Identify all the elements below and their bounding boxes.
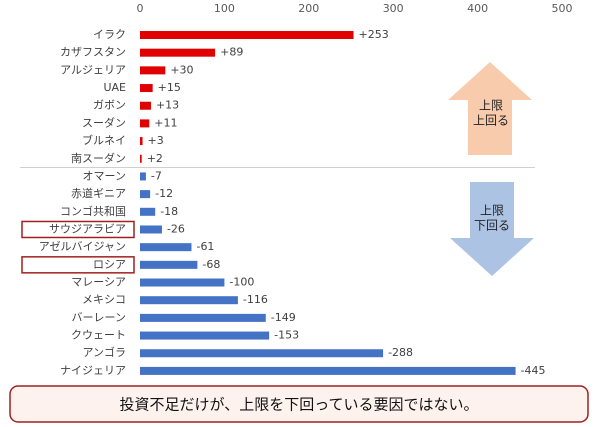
bar (140, 190, 151, 199)
up-arrow-label: 上回る (473, 114, 509, 128)
bar (140, 84, 153, 93)
x-tick-label: 0 (137, 2, 144, 15)
value-label: -7 (151, 169, 162, 182)
up-arrow-label: 上限 (479, 99, 503, 113)
y-tick-label: バーレーン (72, 311, 126, 324)
bar (140, 101, 151, 110)
y-tick-label: ナイジェリア (60, 364, 126, 377)
bar (140, 31, 354, 39)
value-label: -26 (167, 222, 185, 235)
callout-text: 投資不足だけが、上限を下回っている要因ではない。 (120, 396, 479, 414)
bar (140, 66, 166, 75)
value-label: +13 (156, 99, 179, 112)
value-label: -153 (274, 329, 299, 342)
y-tick-label: ガボン (93, 99, 126, 112)
y-tick-label: スーダン (82, 115, 126, 129)
bar (140, 313, 266, 322)
bar (140, 172, 146, 181)
highlight-box (21, 220, 135, 239)
bar (140, 137, 143, 146)
down-arrow-label: 下回る (474, 219, 510, 233)
value-label: +2 (147, 152, 163, 165)
value-label: +89 (220, 46, 243, 59)
down-arrow-label: 上限 (480, 204, 504, 218)
value-label: +15 (158, 81, 181, 94)
y-tick-label: アゼルバイジャン (39, 240, 126, 253)
value-label: +253 (359, 28, 389, 41)
value-label: -116 (243, 293, 268, 306)
y-tick-label: アルジェリア (60, 63, 126, 76)
y-tick-label: マレーシア (71, 276, 126, 289)
y-tick-label: カザフスタン (60, 46, 126, 59)
y-tick-label: ロシア (93, 258, 126, 271)
up-arrow (448, 62, 532, 155)
x-tick-label: 500 (552, 2, 573, 15)
y-tick-label: 赤道ギニア (71, 186, 126, 200)
x-tick-label: 400 (467, 2, 488, 15)
value-label: +11 (154, 116, 177, 129)
x-tick-label: 100 (214, 2, 235, 15)
value-label: -100 (229, 276, 254, 289)
callout-box (9, 385, 589, 423)
y-tick-label: ブルネイ (82, 133, 126, 147)
highlight-box (21, 256, 135, 274)
value-label: -61 (196, 240, 214, 253)
bar (140, 260, 198, 269)
value-label: +30 (170, 63, 193, 76)
bar (140, 225, 162, 234)
down-arrow (450, 182, 534, 276)
bar (140, 296, 238, 305)
value-label: -288 (388, 346, 413, 359)
y-tick-label: オマーン (83, 169, 126, 182)
x-tick-label: 300 (383, 2, 404, 15)
value-label: -12 (155, 187, 173, 200)
bar (140, 48, 216, 57)
bar (140, 349, 384, 358)
value-label: -18 (160, 205, 178, 218)
y-tick-label: クウェート (71, 329, 126, 342)
value-label: -68 (202, 258, 220, 271)
y-tick-label: アンゴラ (82, 345, 126, 359)
bar (140, 119, 150, 128)
bar (140, 154, 142, 163)
value-label: -149 (271, 311, 296, 324)
y-tick-label: メキシコ (82, 293, 126, 306)
value-label: +3 (148, 134, 164, 147)
bar (140, 366, 516, 375)
bar (140, 331, 270, 340)
value-label: -445 (521, 364, 546, 377)
y-tick-label: UAE (103, 81, 126, 94)
bar (140, 278, 225, 287)
y-tick-label: イラク (93, 28, 126, 41)
y-tick-label: コンゴ共和国 (60, 204, 126, 218)
bar (140, 207, 156, 216)
bar (140, 243, 192, 252)
x-tick-label: 200 (298, 2, 319, 15)
y-tick-label: 南スーダン (71, 151, 126, 165)
y-tick-label: サウジアラビア (49, 222, 126, 235)
